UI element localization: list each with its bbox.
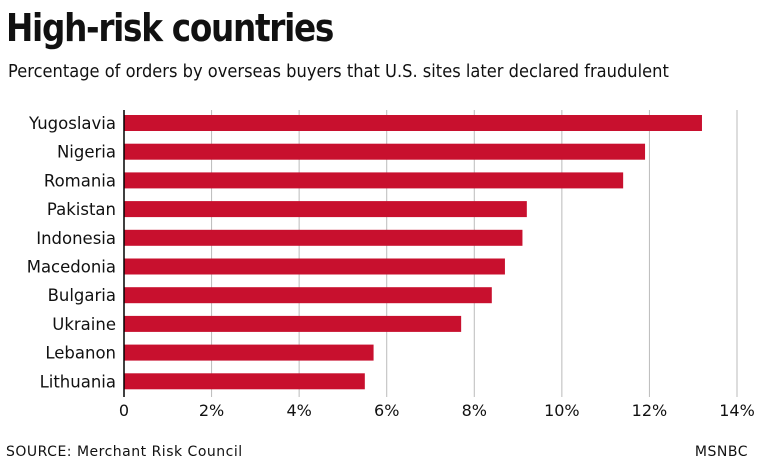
credit-label: MSNBC (694, 444, 748, 460)
category-label: Lebanon (45, 344, 116, 363)
category-label: Romania (44, 171, 116, 190)
bar (124, 172, 624, 189)
x-tick-label: 12% (632, 401, 668, 420)
x-tick-label: 6% (374, 401, 399, 420)
category-label: Lithuania (40, 372, 116, 391)
bar (124, 143, 646, 160)
bar (124, 201, 527, 218)
bar (124, 258, 505, 275)
x-tick-label: 4% (286, 401, 311, 420)
x-tick-label: 14% (719, 401, 755, 420)
category-label: Indonesia (36, 229, 116, 248)
category-label: Yugoslavia (28, 114, 116, 133)
category-label: Pakistan (47, 200, 116, 219)
chart-title: High-risk countries (6, 6, 334, 50)
bar (124, 373, 365, 390)
x-tick-label: 0 (119, 401, 129, 420)
bar (124, 287, 492, 304)
category-label: Nigeria (57, 143, 116, 162)
bar (124, 344, 374, 361)
bar (124, 229, 523, 246)
x-tick-label: 8% (462, 401, 487, 420)
category-label: Ukraine (52, 315, 116, 334)
bar (124, 115, 702, 131)
category-label: Macedonia (27, 258, 116, 277)
bar (124, 315, 462, 332)
x-tick-label: 2% (199, 401, 224, 420)
category-label: Bulgaria (48, 286, 116, 305)
source-note: SOURCE: Merchant Risk Council (6, 444, 243, 460)
x-tick-label: 10% (544, 401, 580, 420)
chart-subtitle: Percentage of orders by overseas buyers … (8, 62, 669, 82)
